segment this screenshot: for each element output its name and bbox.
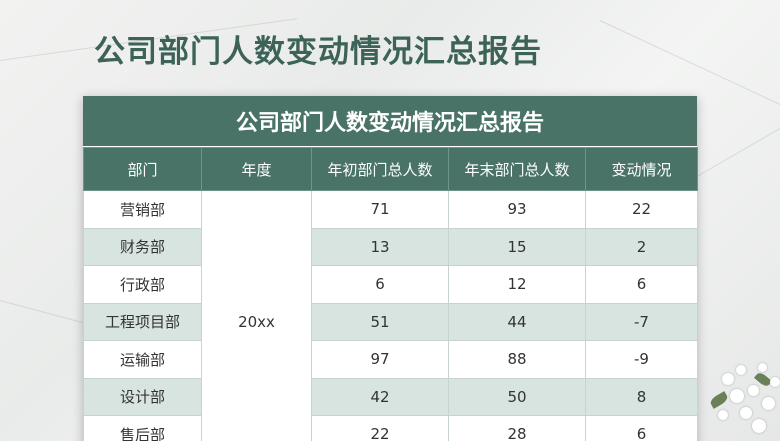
header-start-count: 年初部门总人数 xyxy=(311,147,449,191)
marble-vein xyxy=(599,20,780,106)
end-count-cell[interactable]: 15 xyxy=(448,227,586,266)
header-row: 部门 年度 年初部门总人数 年末部门总人数 变动情况 xyxy=(83,147,698,191)
dept-cell[interactable]: 财务部 xyxy=(83,227,202,266)
header-end-count: 年末部门总人数 xyxy=(448,147,586,191)
dept-cell[interactable]: 售后部 xyxy=(83,415,202,441)
start-count-cell[interactable]: 51 xyxy=(311,302,449,341)
end-count-cell[interactable]: 88 xyxy=(448,340,586,379)
change-cell[interactable]: 6 xyxy=(585,265,698,304)
start-count-cell[interactable]: 42 xyxy=(311,377,449,416)
start-count-cell[interactable]: 13 xyxy=(311,227,449,266)
header-year: 年度 xyxy=(201,147,312,191)
start-count-cell[interactable]: 22 xyxy=(311,415,449,441)
table-row[interactable]: 售后部 22 28 6 xyxy=(83,415,698,441)
marble-vein xyxy=(0,300,88,325)
table-row[interactable]: 设计部 42 50 8 xyxy=(83,377,698,416)
change-cell[interactable]: -7 xyxy=(585,302,698,341)
end-count-cell[interactable]: 93 xyxy=(448,190,586,229)
start-count-cell[interactable]: 6 xyxy=(311,265,449,304)
end-count-cell[interactable]: 50 xyxy=(448,377,586,416)
table-row[interactable]: 运输部 97 88 -9 xyxy=(83,340,698,379)
header-change: 变动情况 xyxy=(585,147,698,191)
flower-decoration xyxy=(700,355,780,441)
end-count-cell[interactable]: 28 xyxy=(448,415,586,441)
table-banner: 公司部门人数变动情况汇总报告 xyxy=(83,96,697,147)
change-cell[interactable]: 6 xyxy=(585,415,698,441)
table-row[interactable]: 工程项目部 51 44 -7 xyxy=(83,302,698,341)
dept-cell[interactable]: 营销部 xyxy=(83,190,202,229)
header-dept: 部门 xyxy=(83,147,202,191)
start-count-cell[interactable]: 97 xyxy=(311,340,449,379)
marble-vein xyxy=(689,120,780,181)
change-cell[interactable]: 22 xyxy=(585,190,698,229)
table-row[interactable]: 营销部 20xx 71 93 22 xyxy=(83,190,698,441)
change-cell[interactable]: 2 xyxy=(585,227,698,266)
report-sheet: 公司部门人数变动情况汇总报告 部门 年度 年初部门总人数 年末部门总人数 变动情… xyxy=(83,96,698,441)
year-cell[interactable]: 20xx xyxy=(201,190,312,441)
dept-cell[interactable]: 设计部 xyxy=(83,377,202,416)
table-row[interactable]: 行政部 6 12 6 xyxy=(83,265,698,304)
page-title: 公司部门人数变动情况汇总报告 xyxy=(94,34,542,70)
start-count-cell[interactable]: 71 xyxy=(311,190,449,229)
end-count-cell[interactable]: 12 xyxy=(448,265,586,304)
change-cell[interactable]: -9 xyxy=(585,340,698,379)
dept-cell[interactable]: 行政部 xyxy=(83,265,202,304)
table-row[interactable]: 财务部 13 15 2 xyxy=(83,227,698,266)
dept-cell[interactable]: 运输部 xyxy=(83,340,202,379)
change-cell[interactable]: 8 xyxy=(585,377,698,416)
report-table: 部门 年度 年初部门总人数 年末部门总人数 变动情况 营销部 20xx 71 9… xyxy=(83,147,698,441)
dept-cell[interactable]: 工程项目部 xyxy=(83,302,202,341)
end-count-cell[interactable]: 44 xyxy=(448,302,586,341)
